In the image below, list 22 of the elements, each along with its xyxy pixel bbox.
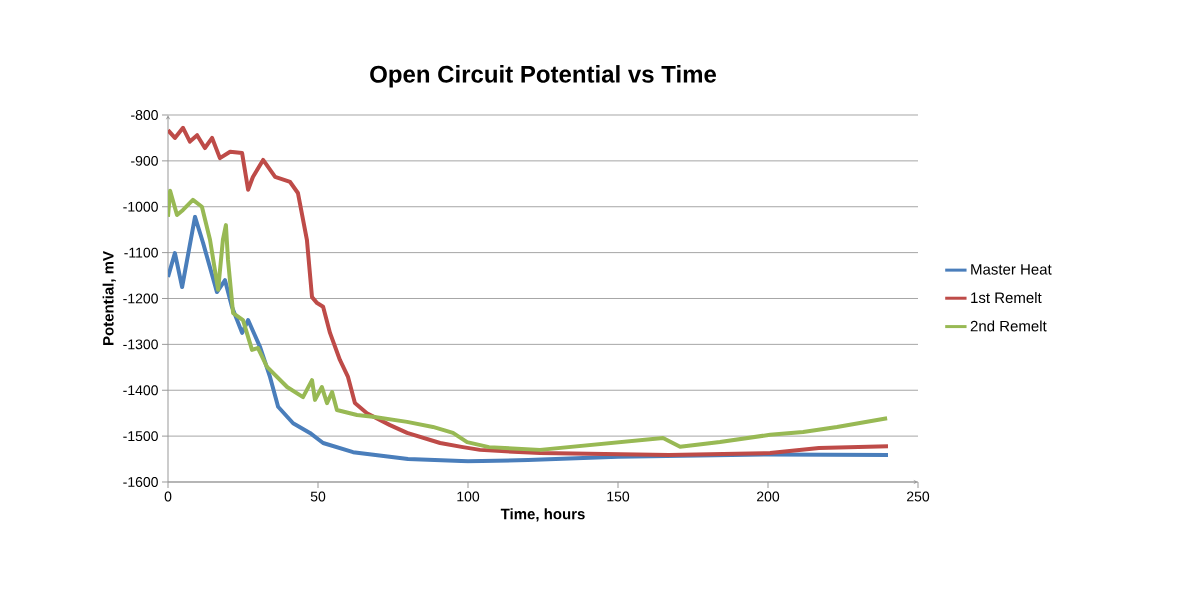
x-tick-label: 0 <box>164 491 172 502</box>
y-tick-label: -1000 <box>123 201 158 212</box>
x-tick-label: 50 <box>310 491 326 502</box>
y-tick-label: -1300 <box>123 339 158 350</box>
legend-label: Master Heat <box>971 264 1052 275</box>
x-tick-label: 100 <box>457 491 480 502</box>
y-tick-label: -1600 <box>123 477 158 487</box>
y-tick-label: -900 <box>131 155 158 166</box>
x-axis-title: Time, hours <box>500 508 585 522</box>
x-tick-label: 200 <box>757 491 780 502</box>
y-tick-label: -1500 <box>123 431 158 442</box>
legend-label: 2nd Remelt <box>970 320 1047 332</box>
y-tick-label: -1100 <box>124 247 158 258</box>
line-series <box>168 125 890 457</box>
legend-label: 1st Remelt <box>971 292 1042 304</box>
y-axis-title: Potential, mV <box>102 251 116 345</box>
y-tick-label: -800 <box>131 110 158 120</box>
x-tick-label: 250 <box>907 491 930 502</box>
y-tick-label: -1400 <box>123 385 158 396</box>
y-tick-label: -1200 <box>123 293 158 304</box>
x-tick-label: 150 <box>607 491 630 502</box>
chart-title: Open Circuit Potential vs Time <box>370 65 717 88</box>
